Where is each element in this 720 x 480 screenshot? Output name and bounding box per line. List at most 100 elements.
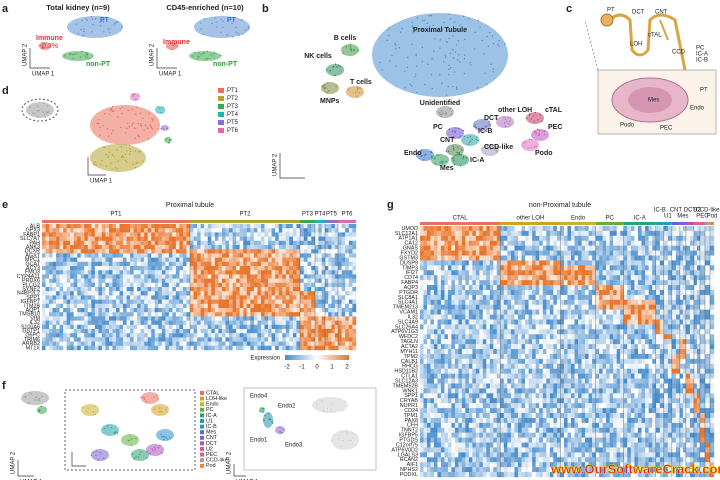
heat-cell	[486, 363, 491, 369]
heat-cell	[158, 341, 163, 346]
heat-cell	[101, 228, 106, 233]
heat-cell	[321, 308, 326, 313]
heat-cell	[59, 295, 64, 300]
heat-cell	[451, 314, 456, 320]
heat-cell	[147, 236, 152, 241]
cell-dot	[453, 159, 455, 162]
heat-cell	[430, 408, 435, 414]
cell-dot	[356, 89, 359, 91]
heat-cell	[321, 261, 326, 267]
heat-cell	[253, 232, 258, 237]
heat-cell	[307, 287, 312, 292]
heat-cell	[133, 266, 138, 271]
heat-cell	[116, 257, 120, 262]
cell-dot	[411, 43, 413, 45]
legend-swatch	[218, 128, 224, 133]
heat-cell	[472, 309, 477, 315]
heat-cell	[420, 403, 424, 409]
heat-cell	[190, 308, 194, 313]
heat-cell	[182, 337, 187, 342]
heat-cell	[341, 303, 346, 309]
heat-cell	[140, 240, 145, 246]
heat-cell	[546, 304, 551, 310]
heat-cell	[493, 240, 497, 246]
heat-cell	[87, 282, 92, 288]
cell-dot	[533, 120, 535, 122]
heat-cell	[292, 261, 297, 267]
heat-cell	[447, 275, 452, 281]
heat-cell	[73, 270, 78, 275]
heat-cell	[70, 245, 74, 250]
heat-cell	[458, 270, 463, 276]
heat-cell	[542, 255, 547, 261]
heat-cell	[307, 308, 312, 313]
heat-cell	[246, 253, 251, 258]
heat-cell	[296, 295, 301, 300]
heat-cell	[80, 295, 85, 300]
heat-cell	[321, 295, 326, 300]
heat-cell	[116, 312, 120, 317]
heat-cell	[144, 278, 148, 283]
heat-cell	[59, 261, 64, 267]
heat-cell	[211, 270, 216, 275]
heat-cell	[454, 314, 459, 320]
heat-cell	[98, 303, 103, 309]
heat-cell	[345, 224, 349, 229]
heat-cell	[101, 245, 106, 250]
heat-cell	[546, 353, 551, 360]
cell-dot	[464, 38, 466, 41]
heat-cell	[331, 312, 335, 317]
heat-cell	[468, 299, 473, 305]
heat-cell	[482, 314, 487, 320]
heat-cell	[257, 282, 262, 288]
heat-cell	[341, 274, 346, 279]
heat-cell	[45, 257, 50, 262]
heat-cell	[236, 236, 240, 241]
heat-cell	[130, 299, 134, 304]
heat-cell	[454, 250, 459, 256]
cell-dot	[132, 122, 134, 124]
heat-cell	[468, 457, 473, 463]
heat-cell	[426, 329, 431, 335]
heat-cell	[225, 270, 230, 275]
heat-cell	[126, 337, 131, 342]
heat-cell	[282, 261, 287, 267]
heat-cell	[211, 316, 216, 321]
heat-cell	[257, 261, 262, 267]
heat-cell	[282, 240, 287, 246]
cell-dot	[222, 26, 224, 28]
heat-cell	[271, 261, 276, 267]
heat-cell	[420, 334, 424, 340]
heat-cell	[175, 236, 180, 241]
heat-cell	[423, 427, 428, 433]
heat-cell	[430, 393, 435, 399]
cell-dot	[394, 43, 396, 45]
heat-cell	[80, 274, 85, 279]
heat-cell	[130, 320, 134, 325]
heat-cell	[482, 447, 487, 453]
heat-cell	[472, 413, 477, 419]
heat-cell	[151, 299, 155, 304]
heat-cell	[289, 320, 294, 325]
heat-cell	[172, 324, 177, 330]
heat-cell	[489, 363, 494, 369]
heat-cell	[465, 417, 470, 424]
heat-cell	[420, 255, 424, 261]
cell-dot	[533, 115, 535, 117]
heat-cell	[80, 261, 85, 267]
heat-cell	[190, 324, 194, 330]
cell-dot	[441, 160, 443, 162]
heat-cell	[236, 282, 240, 288]
heat-cell	[556, 265, 561, 271]
heat-cell	[321, 240, 326, 246]
heat-cell	[546, 285, 551, 291]
heat-cell	[303, 316, 308, 321]
heat-cell	[549, 353, 554, 360]
heat-cell	[59, 320, 64, 325]
heat-cell	[493, 275, 497, 281]
heat-cell	[440, 408, 445, 414]
heat-cell	[80, 224, 85, 229]
heat-cell	[59, 245, 64, 250]
heat-cell	[264, 299, 269, 304]
heat-cell	[45, 261, 50, 267]
